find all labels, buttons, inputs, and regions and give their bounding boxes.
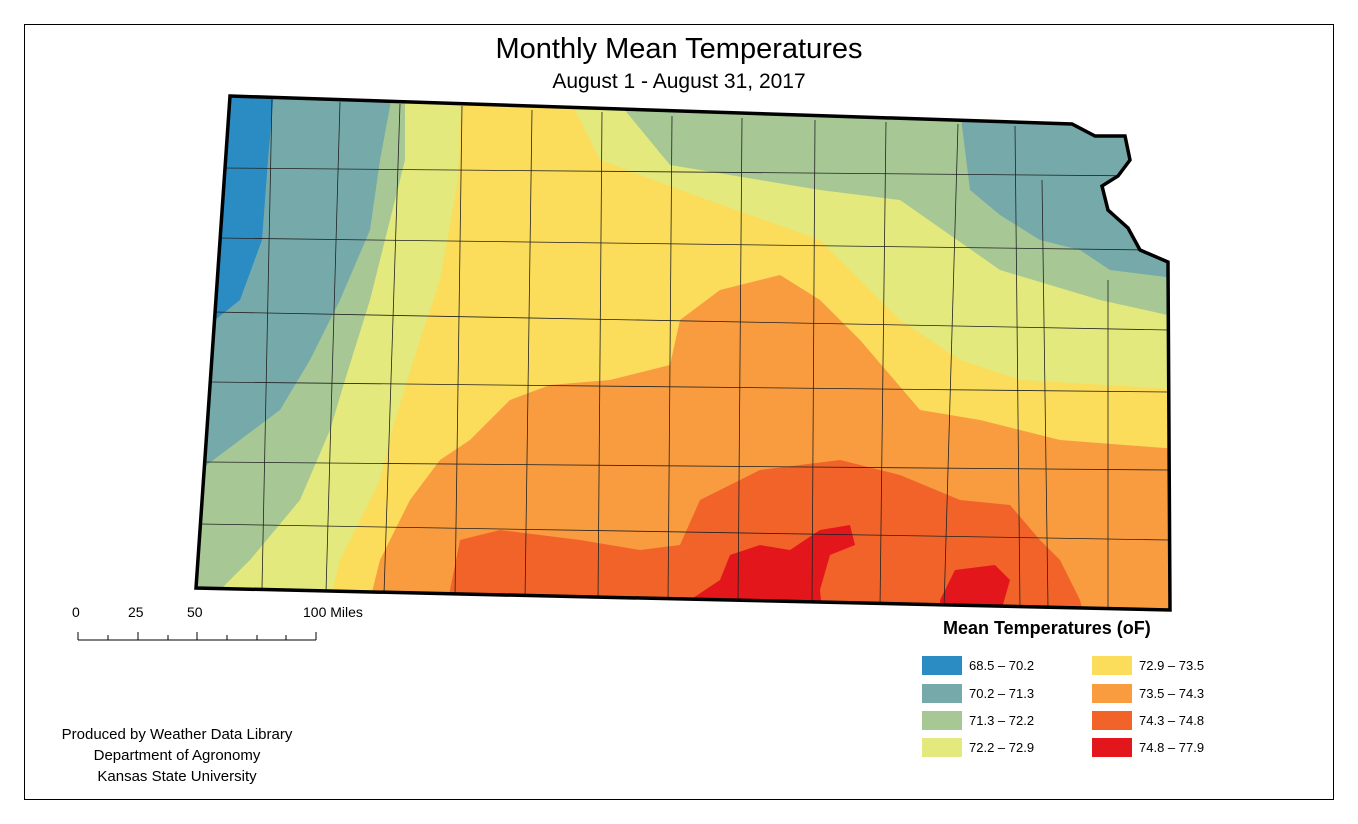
legend-item: 74.3 – 74.8 [1092, 710, 1204, 730]
legend-swatch [922, 655, 962, 675]
legend-label: 71.3 – 72.2 [969, 712, 1035, 728]
legend-item: 70.2 – 71.3 [922, 683, 1034, 703]
legend-item: 74.8 – 77.9 [1092, 737, 1204, 757]
scale-bar-line [77, 632, 317, 641]
legend-label: 74.3 – 74.8 [1139, 712, 1205, 728]
scale-label-50: 50 [187, 604, 203, 620]
legend-label: 72.2 – 72.9 [969, 739, 1035, 755]
legend-swatch [1092, 683, 1132, 703]
legend-swatch [922, 710, 962, 730]
legend-title: Mean Temperatures (oF) [943, 618, 1151, 638]
county-lines [199, 97, 1169, 609]
zone-74-8-77-9-b [940, 565, 1010, 610]
legend-label: 72.9 – 73.5 [1139, 657, 1205, 673]
temperature-zones [196, 96, 1170, 610]
legend-item: 73.5 – 74.3 [1092, 683, 1204, 703]
map-frame [24, 24, 1334, 800]
scale-label-100-miles: 100 Miles [303, 604, 363, 620]
legend-label: 73.5 – 74.3 [1139, 685, 1205, 701]
legend-swatch [922, 683, 962, 703]
legend: 68.5 – 70.2 70.2 – 71.3 71.3 – 72.2 72.2… [922, 655, 1242, 765]
zone-74-8-77-9-a [680, 525, 855, 610]
scale-label-25: 25 [128, 604, 144, 620]
legend-label: 70.2 – 71.3 [969, 685, 1035, 701]
credits-line-3: Kansas State University [97, 768, 257, 785]
legend-item: 72.2 – 72.9 [922, 737, 1034, 757]
legend-label: 68.5 – 70.2 [969, 657, 1035, 673]
legend-item: 71.3 – 72.2 [922, 710, 1034, 730]
legend-item: 72.9 – 73.5 [1092, 655, 1204, 675]
scale-label-0: 0 [72, 604, 80, 620]
credits-line-2: Department of Agronomy [93, 747, 261, 764]
legend-swatch [1092, 655, 1132, 675]
legend-swatch [1092, 710, 1132, 730]
legend-item: 68.5 – 70.2 [922, 655, 1034, 675]
credits-block: Produced by Weather Data Library Departm… [22, 724, 332, 787]
map-title: Monthly Mean Temperatures [495, 33, 863, 65]
legend-swatch [1092, 737, 1132, 757]
legend-swatch [922, 737, 962, 757]
map-subtitle: August 1 - August 31, 2017 [552, 70, 806, 93]
kansas-state-outline [194, 94, 1172, 612]
legend-label: 74.8 – 77.9 [1139, 739, 1205, 755]
scale-bar: 0 25 50 100 Miles [60, 604, 400, 654]
credits-line-1: Produced by Weather Data Library [61, 726, 293, 743]
